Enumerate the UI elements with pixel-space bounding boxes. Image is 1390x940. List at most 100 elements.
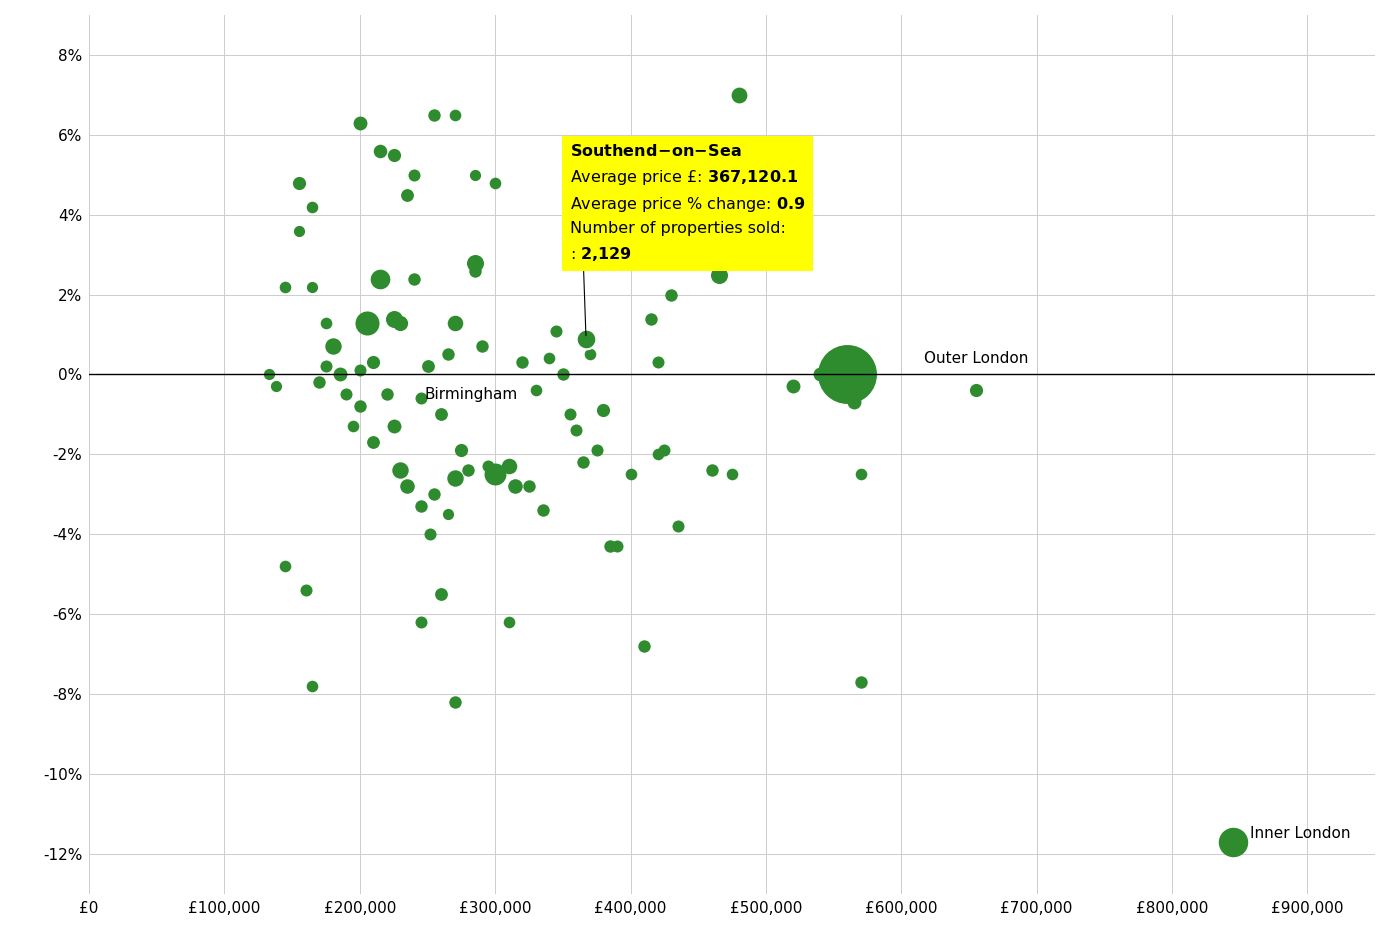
Point bbox=[302, 679, 324, 694]
Point bbox=[436, 507, 459, 522]
Text: $\bf{Southend\!-\!on\!-\!Sea}$
Average price £: $\bf{367{,}120.1}$
Average price: $\bf{Southend\!-\!on\!-\!Sea}$ Average p… bbox=[570, 143, 805, 262]
Point bbox=[423, 107, 445, 122]
Point bbox=[849, 467, 872, 482]
Point bbox=[274, 558, 296, 573]
Point bbox=[316, 315, 338, 330]
Point bbox=[728, 87, 751, 102]
Point bbox=[464, 263, 486, 278]
Point bbox=[639, 311, 662, 326]
Point bbox=[464, 255, 486, 270]
Point bbox=[368, 271, 391, 286]
Point bbox=[965, 383, 987, 398]
Point bbox=[430, 587, 452, 602]
Point bbox=[396, 478, 418, 494]
Point bbox=[420, 526, 442, 541]
Point bbox=[349, 363, 371, 378]
Point bbox=[599, 539, 621, 554]
Point bbox=[295, 583, 317, 598]
Point bbox=[578, 347, 600, 362]
Point bbox=[552, 367, 574, 382]
Point bbox=[498, 459, 520, 474]
Point bbox=[443, 315, 466, 330]
Point bbox=[524, 383, 546, 398]
Point bbox=[288, 223, 310, 238]
Point bbox=[531, 503, 553, 518]
Point bbox=[321, 339, 343, 354]
Point bbox=[410, 499, 432, 514]
Point bbox=[443, 471, 466, 486]
Point bbox=[302, 199, 324, 214]
Point bbox=[592, 403, 614, 418]
Point bbox=[356, 315, 378, 330]
Point bbox=[566, 423, 588, 438]
Point bbox=[484, 175, 506, 190]
Point bbox=[389, 315, 411, 330]
Point bbox=[349, 399, 371, 414]
Point bbox=[396, 187, 418, 202]
Point bbox=[498, 615, 520, 630]
Point bbox=[559, 407, 581, 422]
Text: Inner London: Inner London bbox=[1251, 826, 1351, 841]
Point bbox=[335, 387, 357, 402]
Point bbox=[518, 478, 541, 494]
Point bbox=[505, 478, 527, 494]
Point bbox=[606, 539, 628, 554]
Point bbox=[809, 367, 831, 382]
Point bbox=[450, 443, 473, 458]
Point bbox=[1222, 834, 1244, 849]
Text: Birmingham: Birmingham bbox=[425, 387, 518, 402]
Point bbox=[632, 638, 655, 653]
Point bbox=[382, 311, 404, 326]
Point bbox=[274, 279, 296, 294]
Point bbox=[646, 355, 669, 370]
Point bbox=[620, 467, 642, 482]
Point bbox=[423, 487, 445, 502]
Point bbox=[701, 462, 723, 478]
Point bbox=[781, 379, 803, 394]
Point bbox=[436, 347, 459, 362]
Point bbox=[538, 351, 560, 366]
Point bbox=[363, 355, 385, 370]
Point bbox=[477, 459, 499, 474]
Point bbox=[410, 391, 432, 406]
Point bbox=[403, 271, 425, 286]
Point bbox=[288, 175, 310, 190]
Point bbox=[721, 467, 744, 482]
Point bbox=[382, 419, 404, 434]
Point bbox=[575, 331, 598, 346]
Point bbox=[545, 323, 567, 338]
Point bbox=[464, 167, 486, 182]
Point bbox=[328, 367, 350, 382]
Point bbox=[573, 455, 595, 470]
Point bbox=[457, 462, 480, 478]
Point bbox=[382, 148, 404, 163]
Point bbox=[417, 359, 439, 374]
Point bbox=[259, 367, 281, 382]
Point bbox=[302, 279, 324, 294]
Point bbox=[653, 443, 676, 458]
Point bbox=[835, 367, 858, 382]
Point bbox=[264, 379, 286, 394]
Point bbox=[512, 355, 534, 370]
Point bbox=[342, 419, 364, 434]
Point bbox=[410, 615, 432, 630]
Point bbox=[316, 359, 338, 374]
Point bbox=[368, 143, 391, 158]
Point bbox=[349, 116, 371, 131]
Point bbox=[660, 287, 682, 302]
Point bbox=[646, 446, 669, 462]
Point bbox=[842, 395, 865, 410]
Point bbox=[471, 339, 493, 354]
Point bbox=[375, 387, 398, 402]
Point bbox=[667, 519, 689, 534]
Point bbox=[309, 375, 331, 390]
Point bbox=[403, 167, 425, 182]
Text: Outer London: Outer London bbox=[924, 351, 1029, 366]
Point bbox=[389, 462, 411, 478]
Point bbox=[443, 107, 466, 122]
Point bbox=[484, 467, 506, 482]
Point bbox=[443, 695, 466, 710]
Point bbox=[585, 443, 607, 458]
Point bbox=[708, 267, 730, 282]
Point bbox=[363, 435, 385, 450]
